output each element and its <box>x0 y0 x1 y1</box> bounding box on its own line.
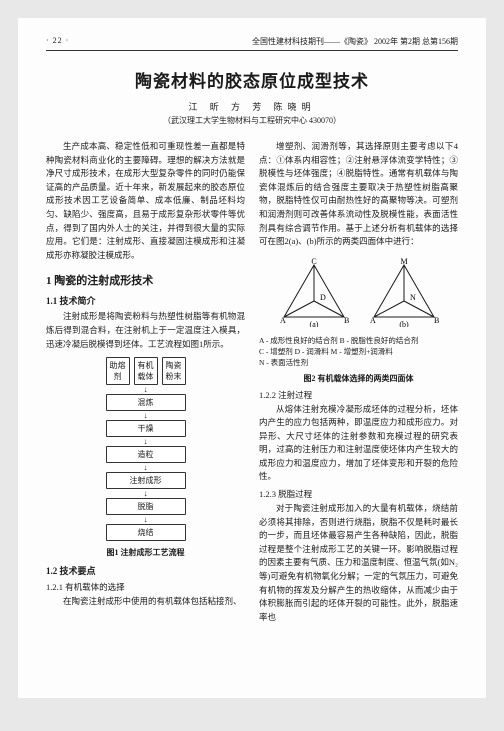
vertex-label: B <box>344 316 349 325</box>
affiliation: （武汉理工大学生物材料与工程研究中心 430070） <box>46 115 458 126</box>
legend-line: N - 表面活性剂 <box>259 357 458 368</box>
page-header: · 22 · 全国性建材科技期刊——《陶瓷》 2002年 第2期 总第156期 <box>46 36 458 51</box>
vertex-label: C <box>311 257 316 266</box>
flow-box: 助熔剂 <box>106 357 130 385</box>
flow-arrow-icon: ↓ <box>106 464 186 472</box>
left-column: 生产成本高、稳定性低和可重现性差一直都是特种陶瓷材料商业化的主要障碍。理想的解决… <box>46 140 245 628</box>
flow-box: 注射成形 <box>106 472 186 489</box>
flow-arrow-icon: ↓ <box>106 386 186 394</box>
right-continuation-para: 增塑剂、润滑剂等，其选择原则主要考虑以下4点：①体系内相容性；②注射悬浮体流变学… <box>259 140 458 249</box>
flow-box: 陶瓷粉末 <box>162 357 186 385</box>
tetrahedron-diagram-fig2: C D A B (a) M N A B (b) <box>274 257 444 327</box>
flow-arrow-icon: ↓ <box>106 412 186 420</box>
flow-box: 有机载体 <box>134 357 158 385</box>
section-1-2-3-heading: 1.2.3 脱脂过程 <box>259 488 458 500</box>
flow-box: 干燥 <box>106 420 186 437</box>
authors: 江 昕 方 芳 陈晓明 <box>46 100 458 113</box>
journal-info: 全国性建材科技期刊——《陶瓷》 2002年 第2期 总第156期 <box>252 36 458 47</box>
right-column: 增塑剂、润滑剂等，其选择原则主要考虑以下4点：①体系内相容性；②注射悬浮体流变学… <box>259 140 458 628</box>
two-column-body: 生产成本高、稳定性低和可重现性差一直都是特种陶瓷材料商业化的主要障碍。理想的解决… <box>46 140 458 628</box>
subfig-label: (b) <box>399 320 409 327</box>
vertex-label: B <box>434 316 439 325</box>
article-title: 陶瓷材料的胶态原位成型技术 <box>46 67 458 92</box>
flowchart-fig1: 助熔剂 有机载体 陶瓷粉末 ↓ 混炼 ↓ 干燥 ↓ 造粒 ↓ 注射成形 ↓ 脱脂… <box>106 357 186 541</box>
vertex-label: A <box>370 316 376 325</box>
vertex-label: D <box>320 293 326 302</box>
section-1-2-1-heading: 1.2.1 有机载体的选择 <box>46 581 245 593</box>
flow-arrow-icon: ↓ <box>106 438 186 446</box>
flow-arrow-icon: ↓ <box>106 490 186 498</box>
flow-box: 烧结 <box>106 524 186 541</box>
fig1-caption: 图1 注射成形工艺流程 <box>46 547 245 558</box>
flow-box: 混炼 <box>106 394 186 411</box>
page-number: · 22 · <box>46 36 69 47</box>
section-1-2-heading: 1.2 技术要点 <box>46 564 245 577</box>
subfig-label: (a) <box>309 320 318 327</box>
two-tetrahedra-svg: C D A B (a) M N A B (b) <box>274 257 444 327</box>
vertex-label: M <box>400 257 407 266</box>
section-1-1-para: 注射成形是将陶瓷粉料与热塑性树脂等有机物混炼后得到混合料，在注射机上于一定温度注… <box>46 310 245 351</box>
section-1-2-1-para: 在陶瓷注射成形中使用的有机载体包括粘接剂、 <box>46 595 245 609</box>
fig2-legend: A - 成形性良好的结合剂 B - 脱脂性良好的结合剂 C - 增塑剂 D - … <box>259 335 458 369</box>
section-1-2-2-heading: 1.2.2 注射过程 <box>259 389 458 401</box>
fig2-caption: 图2 有机载体选择的两类四面体 <box>259 373 458 384</box>
legend-line: C - 增塑剂 D - 润滑料 M - 增塑剂+润滑料 <box>259 346 458 357</box>
flow-arrow-icon: ↓ <box>106 516 186 524</box>
section-1-1-heading: 1.1 技术简介 <box>46 294 245 307</box>
page: · 22 · 全国性建材科技期刊——《陶瓷》 2002年 第2期 总第156期 … <box>18 18 486 698</box>
intro-paragraph: 生产成本高、稳定性低和可重现性差一直都是特种陶瓷材料商业化的主要障碍。理想的解决… <box>46 140 245 262</box>
section-1-heading: 1 陶瓷的注射成形技术 <box>46 272 245 288</box>
vertex-label: N <box>410 293 416 302</box>
section-1-2-3-para: 对于陶瓷注射成形加入的大量有机载体，烧结前必须将其排除，否则进行烧脂，脱脂不仅是… <box>259 502 458 624</box>
vertex-label: A <box>280 316 286 325</box>
section-1-2-2-para: 从熔体注射充模冷凝形成坯体的过程分析，坯体内产生的应力包括两种，即温度应力和成形… <box>259 403 458 485</box>
legend-line: A - 成形性良好的结合剂 B - 脱脂性良好的结合剂 <box>259 335 458 346</box>
flow-box: 脱脂 <box>106 498 186 515</box>
flow-box: 造粒 <box>106 446 186 463</box>
